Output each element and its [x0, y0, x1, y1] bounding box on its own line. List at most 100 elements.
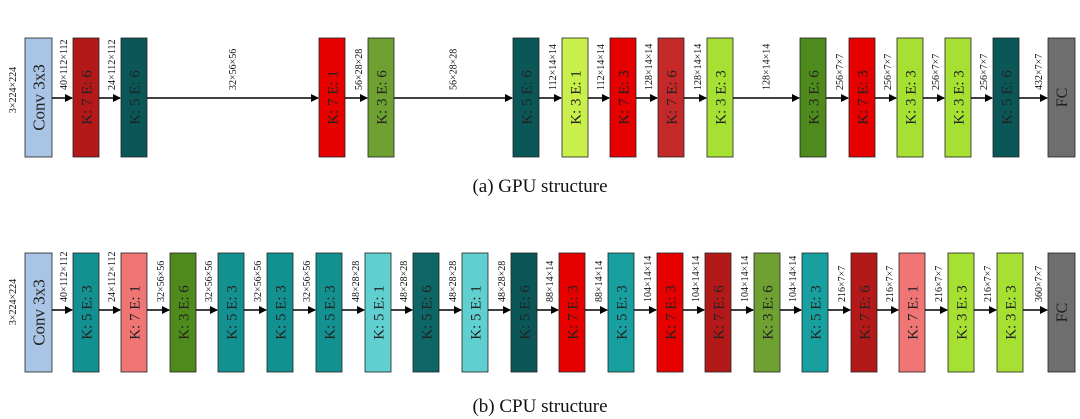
edge-shape-label: 216×7×7: [885, 266, 896, 302]
edge-shape-label: 256×7×7: [979, 54, 990, 90]
block-label: K: 3 E: 3: [903, 70, 919, 125]
mbconv-block: K: 3 E: 6: [753, 252, 781, 373]
edge-shape-label: 56×28×28: [449, 49, 460, 90]
edge-shape-label: 48×28×28: [351, 261, 362, 302]
block-label: K: 5 E: 1: [468, 285, 484, 340]
block-label: K: 5 E: 3: [79, 285, 95, 340]
fc-block: FC: [1047, 37, 1076, 158]
block-rect: [657, 37, 685, 158]
block-rect: [510, 252, 538, 373]
block-label: K: 3 E: 3: [713, 70, 729, 125]
block-label: Conv 3x3: [29, 279, 48, 346]
edge-shape-label: 32×56×56: [228, 49, 239, 90]
block-rect: [896, 37, 924, 158]
block-rect: [120, 252, 148, 373]
block-label: K: 5 E: 3: [322, 285, 338, 340]
mbconv-block: K: 7 E: 1: [318, 37, 346, 158]
block-label: K: 5 E: 3: [614, 285, 630, 340]
block-rect: [607, 252, 635, 373]
block-label: K: 5 E: 6: [517, 285, 533, 340]
block-rect: [704, 252, 732, 373]
mbconv-block: K: 5 E: 6: [120, 37, 148, 158]
edge-shape-label: 112×14×14: [548, 44, 559, 90]
block-label: FC: [1054, 303, 1071, 323]
block-rect: [367, 37, 395, 158]
block-label: K: 3 E: 6: [760, 285, 776, 340]
cpu-structure-row: 3×224×224 Conv 3x3 K: 5 E: 3 K: 7 E: 1 K: 3 …: [8, 251, 1076, 373]
edge-shape-label: 40×112×112: [59, 251, 70, 302]
block-label: K: 3 E: 3: [951, 70, 967, 125]
block-rect: [996, 252, 1024, 373]
block-rect: [266, 252, 294, 373]
edge-shape-label: 216×7×7: [837, 266, 848, 302]
block-label: K: 7 E: 6: [79, 70, 95, 125]
block-label: K: 7 E: 3: [565, 285, 581, 340]
edge-shape-label: 48×28×28: [448, 261, 459, 302]
block-label: K: 7 E: 6: [711, 285, 727, 340]
block-label: K: 3 E: 3: [954, 285, 970, 340]
block-label: K: 7 E: 6: [857, 285, 873, 340]
block-label: K: 3 E: 6: [176, 285, 192, 340]
gpu-caption: (a) GPU structure: [472, 176, 607, 197]
cpu-caption: (b) CPU structure: [472, 396, 607, 417]
mbconv-block: K: 3 E: 3: [944, 37, 972, 158]
mbconv-block: K: 5 E: 3: [266, 252, 294, 373]
conv-block: Conv 3x3: [24, 37, 53, 158]
mbconv-block: K: 3 E: 6: [367, 37, 395, 158]
edge-shape-label: 128×14×14: [693, 44, 704, 90]
block-label: FC: [1054, 88, 1071, 108]
mbconv-block: K: 5 E: 3: [217, 252, 245, 373]
mbconv-block: K: 7 E: 3: [848, 37, 876, 158]
mbconv-block: K: 5 E: 3: [801, 252, 829, 373]
block-rect: [217, 252, 245, 373]
mbconv-block: K: 5 E: 1: [364, 252, 392, 373]
block-rect: [315, 252, 343, 373]
block-label: K: 5 E: 3: [808, 285, 824, 340]
block-label: K: 5 E: 1: [371, 285, 387, 340]
mbconv-block: K: 3 E: 3: [706, 37, 734, 158]
mbconv-block: K: 7 E: 6: [657, 37, 685, 158]
mbconv-block: K: 7 E: 3: [609, 37, 637, 158]
block-label: K: 5 E: 6: [127, 70, 143, 125]
mbconv-block: K: 5 E: 6: [992, 37, 1020, 158]
mbconv-block: K: 3 E: 3: [996, 252, 1024, 373]
mbconv-block: K: 5 E: 6: [512, 37, 540, 158]
block-rect: [120, 37, 148, 158]
mbconv-block: K: 3 E: 6: [799, 37, 827, 158]
edge-shape-label: 32×56×56: [302, 261, 313, 302]
block-rect: [461, 252, 489, 373]
block-label: K: 7 E: 1: [127, 285, 143, 340]
block-rect: [72, 37, 100, 158]
mbconv-block: K: 7 E: 6: [704, 252, 732, 373]
fc-block: FC: [1047, 252, 1076, 373]
edge-shape-label: 48×28×28: [399, 261, 410, 302]
mbconv-block: K: 7 E: 1: [898, 252, 926, 373]
block-rect: [24, 252, 53, 373]
block-rect: [850, 252, 878, 373]
block-rect: [898, 252, 926, 373]
block-label: K: 5 E: 6: [419, 285, 435, 340]
block-label: K: 7 E: 3: [663, 285, 679, 340]
edge-shape-label: 40×112×112: [59, 39, 70, 90]
edge-shape-label: 432×7×7: [1034, 54, 1045, 90]
block-rect: [706, 37, 734, 158]
edge-shape-label: 24×112×112: [107, 39, 118, 90]
block-rect: [1047, 252, 1076, 373]
mbconv-block: K: 7 E: 1: [120, 252, 148, 373]
block-rect: [656, 252, 684, 373]
block-rect: [169, 252, 197, 373]
block-label: K: 5 E: 3: [224, 285, 240, 340]
mbconv-block: K: 3 E: 3: [896, 37, 924, 158]
edge-shape-label: 256×7×7: [835, 54, 846, 90]
mbconv-block: K: 3 E: 1: [561, 37, 589, 158]
edge-shape-label: 112×14×14: [596, 44, 607, 90]
edge-shape-label: 128×14×14: [762, 44, 773, 90]
mbconv-block: K: 5 E: 3: [315, 252, 343, 373]
block-rect: [512, 37, 540, 158]
edge-shape-label: 104×14×14: [788, 256, 799, 302]
edge-shape-label: 88×14×14: [545, 261, 556, 302]
mbconv-block: K: 5 E: 6: [412, 252, 440, 373]
block-rect: [947, 252, 975, 373]
edge-shape-label: 48×28×28: [497, 261, 508, 302]
